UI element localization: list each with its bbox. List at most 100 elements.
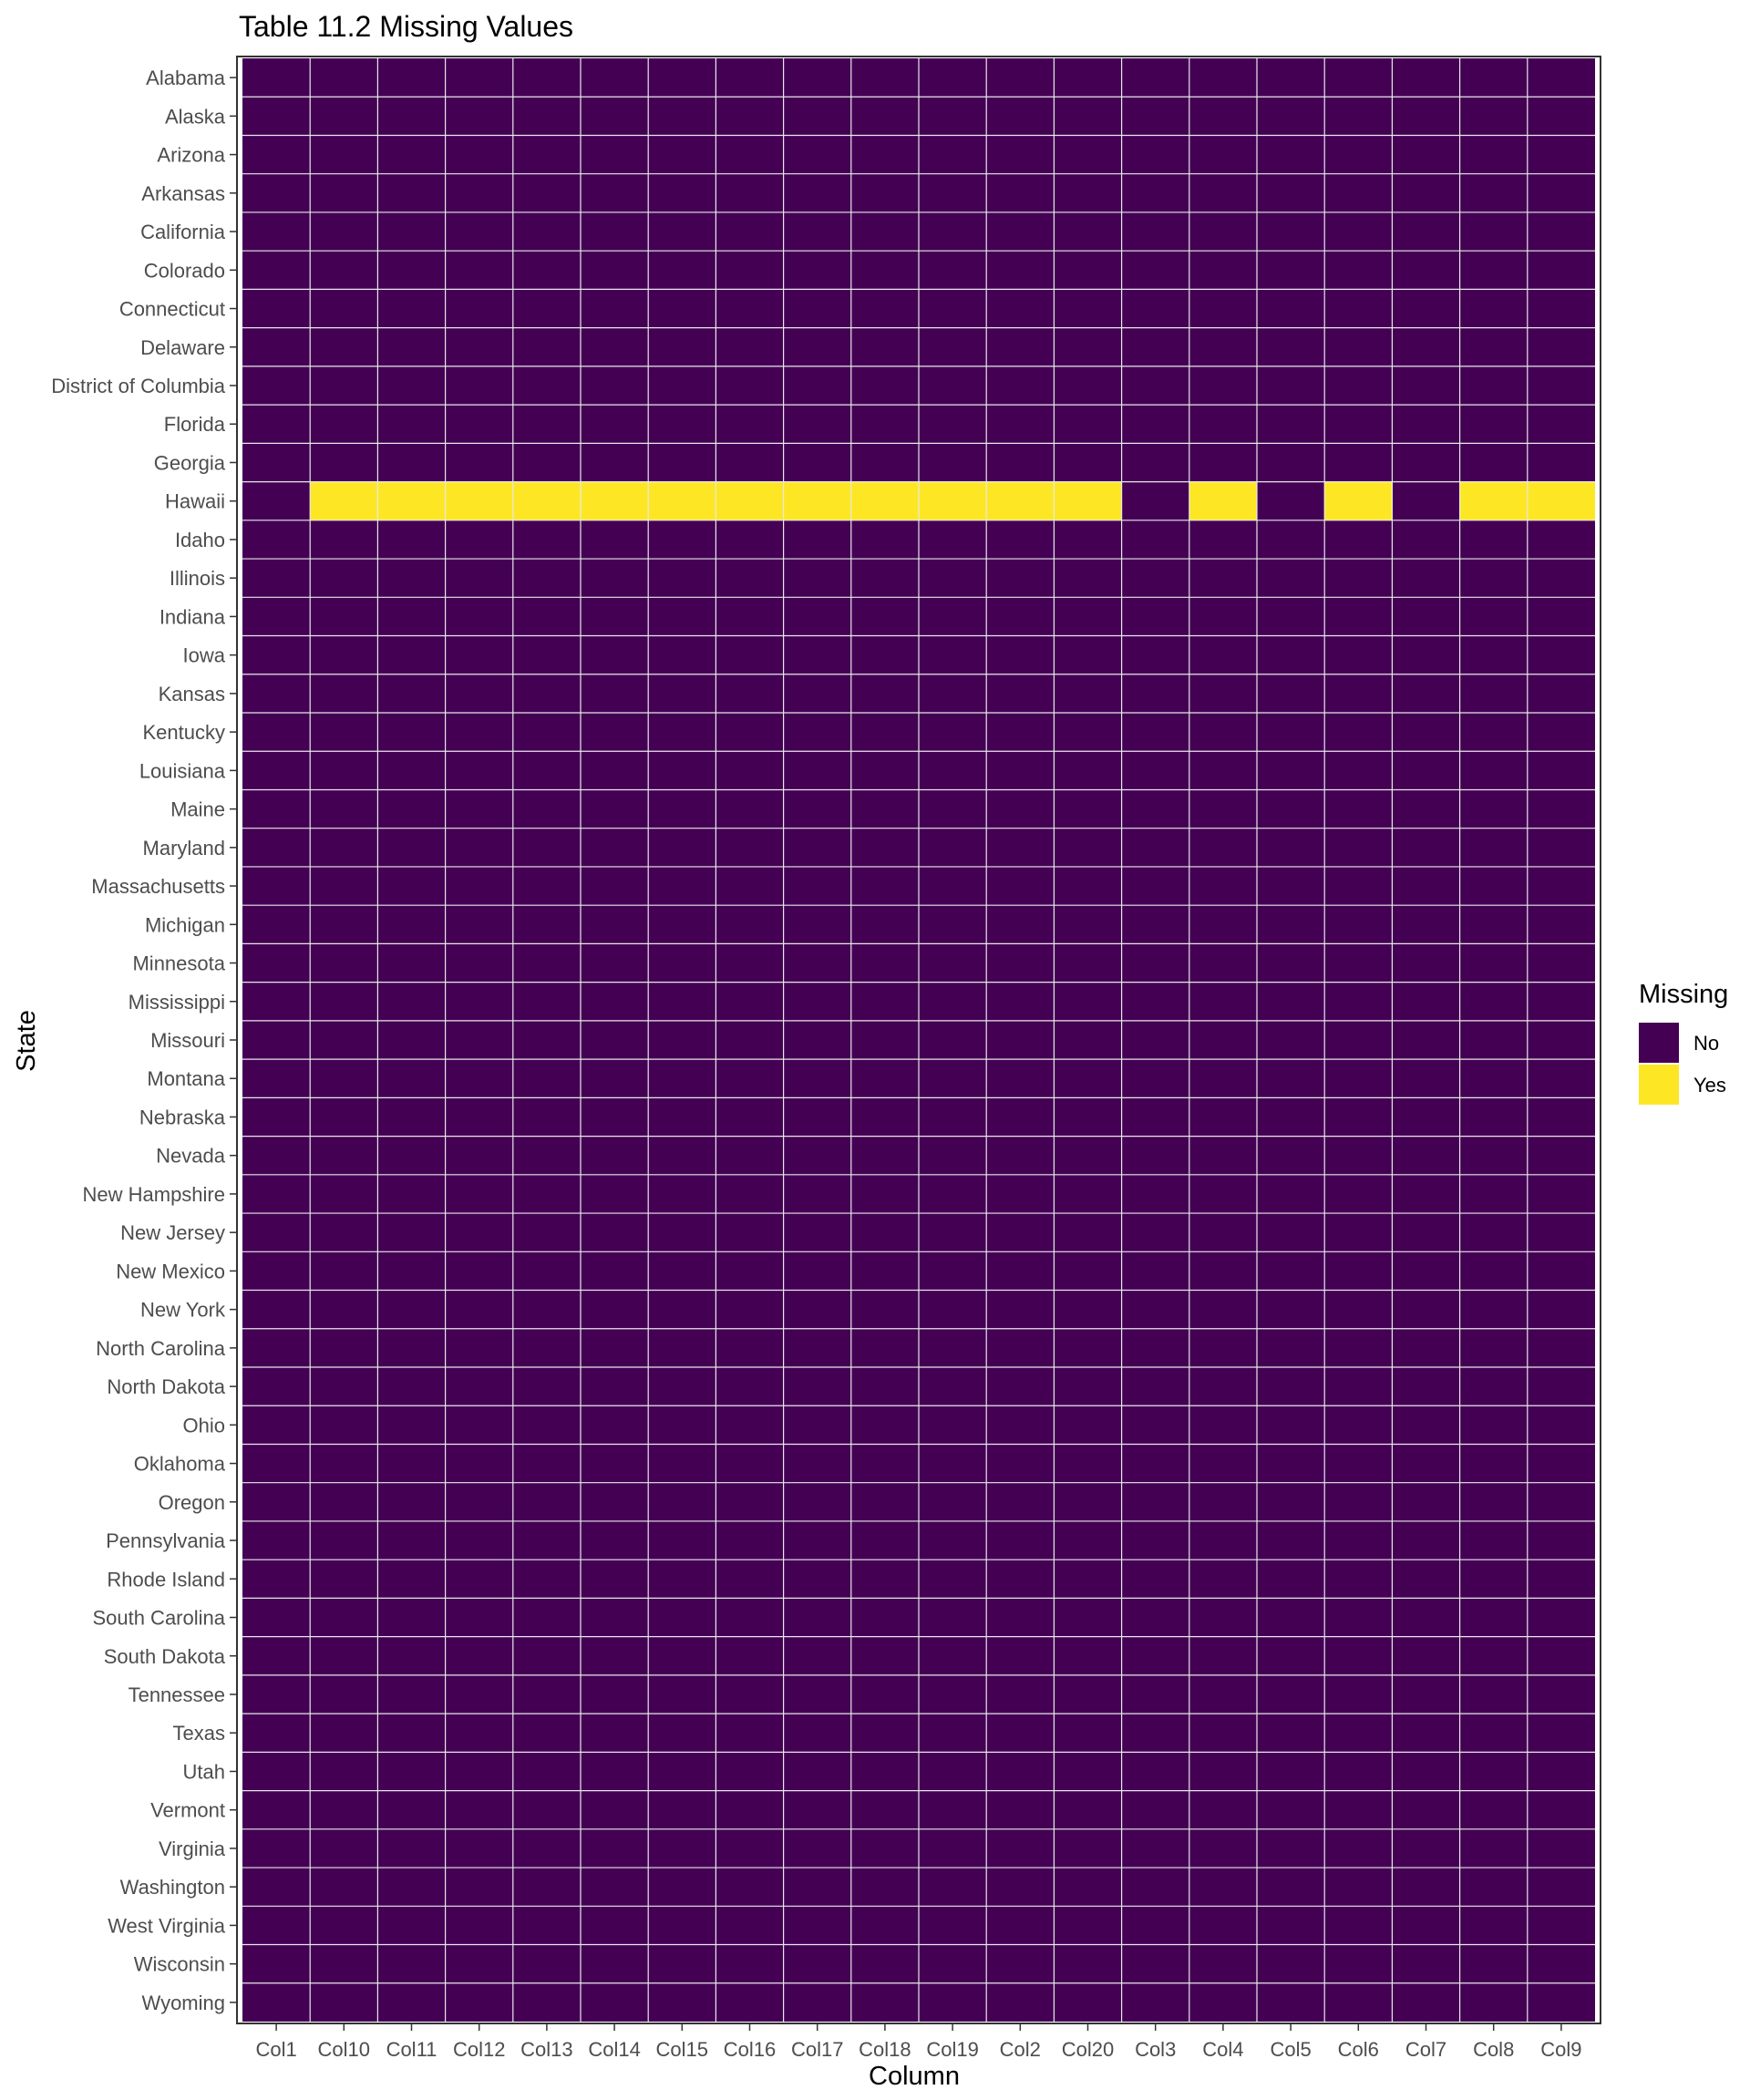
heatmap-cell bbox=[783, 1328, 851, 1367]
heatmap-cell bbox=[715, 135, 784, 174]
heatmap-cell bbox=[445, 97, 513, 136]
heatmap-cell bbox=[1257, 635, 1325, 674]
heatmap-cell bbox=[242, 713, 311, 752]
heatmap-cell bbox=[1121, 365, 1189, 406]
heatmap-cell bbox=[310, 135, 378, 174]
y-tick-label: Vermont bbox=[150, 1799, 225, 1822]
heatmap-cell bbox=[1324, 135, 1393, 174]
heatmap-cell bbox=[310, 1444, 378, 1483]
y-tick-label: Oregon bbox=[159, 1491, 225, 1514]
heatmap-cell bbox=[377, 1982, 446, 2022]
x-tick-label: Col6 bbox=[1338, 2038, 1379, 2061]
heatmap-cell bbox=[1054, 1906, 1122, 1945]
heatmap-cell bbox=[1121, 1328, 1189, 1367]
heatmap-cell bbox=[1257, 520, 1325, 560]
heatmap-cell bbox=[1392, 1136, 1460, 1175]
x-tick-label: Col2 bbox=[1000, 2038, 1041, 2061]
heatmap-cell bbox=[715, 365, 784, 406]
heatmap-cell bbox=[1121, 905, 1189, 944]
heatmap-cell bbox=[1121, 520, 1189, 560]
heatmap-cell bbox=[1527, 1714, 1595, 1753]
heatmap-cell bbox=[1392, 1482, 1460, 1521]
heatmap-cell bbox=[1189, 635, 1257, 674]
heatmap-cell bbox=[1189, 1944, 1257, 1983]
heatmap-cell bbox=[1459, 905, 1528, 944]
heatmap-cell bbox=[1121, 481, 1189, 520]
heatmap-cell bbox=[1054, 1328, 1122, 1367]
heatmap-cell bbox=[648, 1136, 716, 1175]
heatmap-cell bbox=[919, 173, 987, 212]
heatmap-cell bbox=[1324, 1828, 1393, 1868]
heatmap-cell bbox=[310, 1636, 378, 1675]
heatmap-cell bbox=[445, 289, 513, 328]
heatmap-cell bbox=[715, 789, 784, 829]
heatmap-cell bbox=[648, 866, 716, 906]
heatmap-cell bbox=[1459, 365, 1528, 406]
heatmap-cell bbox=[919, 1444, 987, 1483]
heatmap-cell bbox=[783, 1482, 851, 1521]
heatmap-cell bbox=[648, 58, 716, 98]
heatmap-cell bbox=[512, 1636, 581, 1675]
heatmap-cell bbox=[1054, 327, 1122, 366]
heatmap-cell bbox=[1392, 866, 1460, 906]
heatmap-cell bbox=[377, 1444, 446, 1483]
heatmap-cell bbox=[581, 905, 649, 944]
heatmap-cell bbox=[783, 251, 851, 290]
heatmap-cell bbox=[1257, 1790, 1325, 1829]
heatmap-cell bbox=[783, 1367, 851, 1406]
heatmap-cell bbox=[242, 559, 311, 598]
heatmap-cell bbox=[1054, 828, 1122, 867]
heatmap-cell bbox=[986, 751, 1055, 790]
heatmap-cell bbox=[1459, 1560, 1528, 1599]
heatmap-cell bbox=[850, 1444, 919, 1483]
heatmap-cell bbox=[1324, 1636, 1393, 1675]
heatmap-cell bbox=[1392, 674, 1460, 713]
heatmap-cell bbox=[850, 1482, 919, 1521]
heatmap-cell bbox=[512, 1020, 581, 1060]
heatmap-cell bbox=[1459, 1944, 1528, 1983]
heatmap-cell bbox=[1257, 982, 1325, 1021]
heatmap-cell bbox=[512, 173, 581, 212]
heatmap-cell bbox=[1257, 1752, 1325, 1791]
y-axis: Alabama Alaska Arizona Arkansas California Co… bbox=[51, 67, 237, 2014]
heatmap-cell bbox=[1392, 559, 1460, 598]
heatmap-cell bbox=[310, 1674, 378, 1714]
heatmap-cell bbox=[850, 1906, 919, 1945]
heatmap-cell bbox=[310, 1174, 378, 1214]
heatmap-cell bbox=[1392, 481, 1460, 520]
heatmap-cell bbox=[715, 1714, 784, 1753]
heatmap-cell bbox=[242, 520, 311, 560]
heatmap-cell bbox=[512, 713, 581, 752]
heatmap-cell bbox=[1121, 789, 1189, 829]
heatmap-cell bbox=[648, 1560, 716, 1599]
heatmap-cell bbox=[986, 481, 1055, 520]
heatmap-cell bbox=[1459, 1367, 1528, 1406]
heatmap-cell bbox=[310, 1906, 378, 1945]
heatmap-cell bbox=[581, 211, 649, 252]
y-tick-label: California bbox=[140, 221, 226, 243]
heatmap-cell bbox=[310, 1328, 378, 1367]
heatmap-cell bbox=[1392, 1520, 1460, 1560]
heatmap-cell bbox=[1121, 1097, 1189, 1137]
heatmap-cell bbox=[919, 1868, 987, 1907]
heatmap-cell bbox=[581, 1944, 649, 1983]
heatmap-cell bbox=[715, 1405, 784, 1445]
heatmap-cell bbox=[1121, 674, 1189, 713]
heatmap-cell bbox=[1121, 327, 1189, 366]
heatmap-cell bbox=[581, 1251, 649, 1291]
heatmap-cell bbox=[1257, 211, 1325, 252]
heatmap-cell bbox=[1527, 365, 1595, 406]
heatmap-cell bbox=[1257, 1174, 1325, 1214]
heatmap-cell bbox=[1392, 135, 1460, 174]
heatmap-cell bbox=[1054, 1405, 1122, 1445]
heatmap-cell bbox=[1392, 597, 1460, 636]
heatmap-cell bbox=[581, 1405, 649, 1445]
heatmap-cell bbox=[581, 1828, 649, 1868]
heatmap-cell bbox=[512, 1752, 581, 1791]
heatmap-cell bbox=[1527, 1560, 1595, 1599]
heatmap-cell bbox=[581, 365, 649, 406]
heatmap-cell bbox=[310, 1790, 378, 1829]
heatmap-cell bbox=[1257, 713, 1325, 752]
heatmap-cell bbox=[242, 674, 311, 713]
heatmap-cell bbox=[1459, 1251, 1528, 1291]
